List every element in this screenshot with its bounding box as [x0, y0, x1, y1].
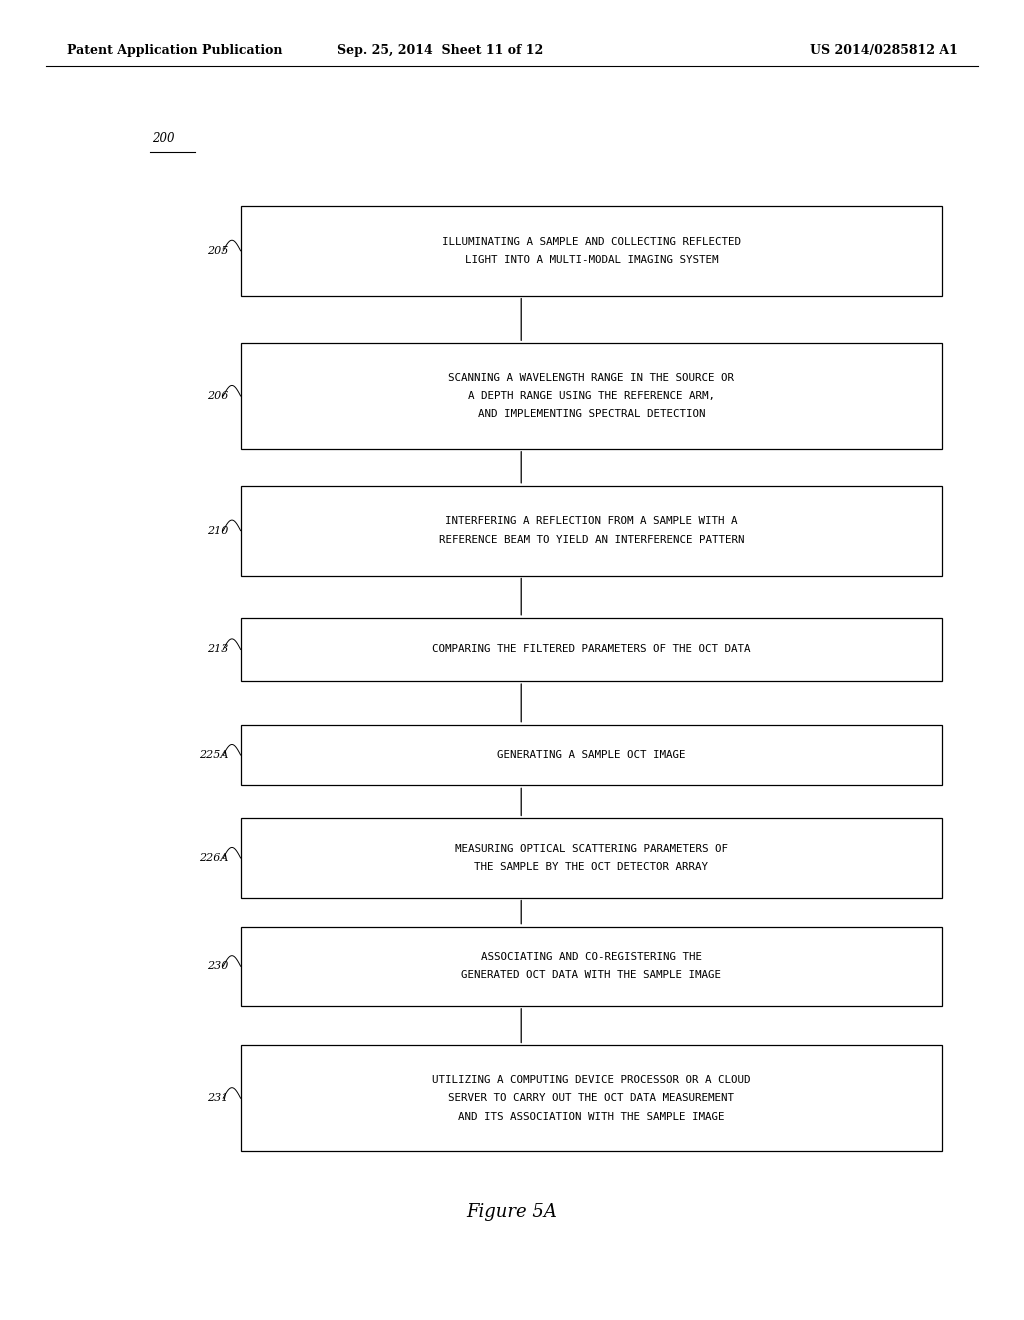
Bar [241, 206, 942, 296]
Text: 230: 230 [207, 961, 228, 972]
Bar [241, 818, 942, 898]
Text: 200: 200 [152, 132, 174, 145]
Bar [241, 927, 942, 1006]
Text: 206: 206 [207, 391, 228, 401]
Text: UTILIZING A COMPUTING DEVICE PROCESSOR OR A CLOUD: UTILIZING A COMPUTING DEVICE PROCESSOR O… [432, 1074, 751, 1085]
Text: SERVER TO CARRY OUT THE OCT DATA MEASUREMENT: SERVER TO CARRY OUT THE OCT DATA MEASURE… [449, 1093, 734, 1104]
Text: SCANNING A WAVELENGTH RANGE IN THE SOURCE OR: SCANNING A WAVELENGTH RANGE IN THE SOURC… [449, 372, 734, 383]
Text: ILLUMINATING A SAMPLE AND COLLECTING REFLECTED: ILLUMINATING A SAMPLE AND COLLECTING REF… [442, 236, 740, 247]
Text: GENERATED OCT DATA WITH THE SAMPLE IMAGE: GENERATED OCT DATA WITH THE SAMPLE IMAGE [462, 970, 721, 981]
Text: Figure 5A: Figure 5A [467, 1203, 557, 1221]
Bar [241, 343, 942, 449]
Text: INTERFERING A REFLECTION FROM A SAMPLE WITH A: INTERFERING A REFLECTION FROM A SAMPLE W… [445, 516, 737, 527]
Text: REFERENCE BEAM TO YIELD AN INTERFERENCE PATTERN: REFERENCE BEAM TO YIELD AN INTERFERENCE … [438, 535, 744, 545]
Bar [241, 486, 942, 576]
Text: AND IMPLEMENTING SPECTRAL DETECTION: AND IMPLEMENTING SPECTRAL DETECTION [477, 409, 706, 420]
Text: AND ITS ASSOCIATION WITH THE SAMPLE IMAGE: AND ITS ASSOCIATION WITH THE SAMPLE IMAG… [458, 1111, 725, 1122]
Bar [241, 1045, 942, 1151]
Text: GENERATING A SAMPLE OCT IMAGE: GENERATING A SAMPLE OCT IMAGE [497, 750, 686, 760]
Text: 226A: 226A [199, 853, 228, 863]
Text: THE SAMPLE BY THE OCT DETECTOR ARRAY: THE SAMPLE BY THE OCT DETECTOR ARRAY [474, 862, 709, 873]
Bar [241, 725, 942, 785]
Text: MEASURING OPTICAL SCATTERING PARAMETERS OF: MEASURING OPTICAL SCATTERING PARAMETERS … [455, 843, 728, 854]
Text: COMPARING THE FILTERED PARAMETERS OF THE OCT DATA: COMPARING THE FILTERED PARAMETERS OF THE… [432, 644, 751, 655]
Text: LIGHT INTO A MULTI-MODAL IMAGING SYSTEM: LIGHT INTO A MULTI-MODAL IMAGING SYSTEM [465, 255, 718, 265]
Text: 213: 213 [207, 644, 228, 655]
Bar [241, 618, 942, 681]
Text: US 2014/0285812 A1: US 2014/0285812 A1 [810, 44, 957, 57]
Text: Patent Application Publication: Patent Application Publication [67, 44, 282, 57]
Text: ASSOCIATING AND CO-REGISTERING THE: ASSOCIATING AND CO-REGISTERING THE [481, 952, 701, 962]
Text: A DEPTH RANGE USING THE REFERENCE ARM,: A DEPTH RANGE USING THE REFERENCE ARM, [468, 391, 715, 401]
Text: 225A: 225A [199, 750, 228, 760]
Text: 231: 231 [207, 1093, 228, 1104]
Text: Sep. 25, 2014  Sheet 11 of 12: Sep. 25, 2014 Sheet 11 of 12 [337, 44, 544, 57]
Text: 205: 205 [207, 246, 228, 256]
Text: 210: 210 [207, 525, 228, 536]
